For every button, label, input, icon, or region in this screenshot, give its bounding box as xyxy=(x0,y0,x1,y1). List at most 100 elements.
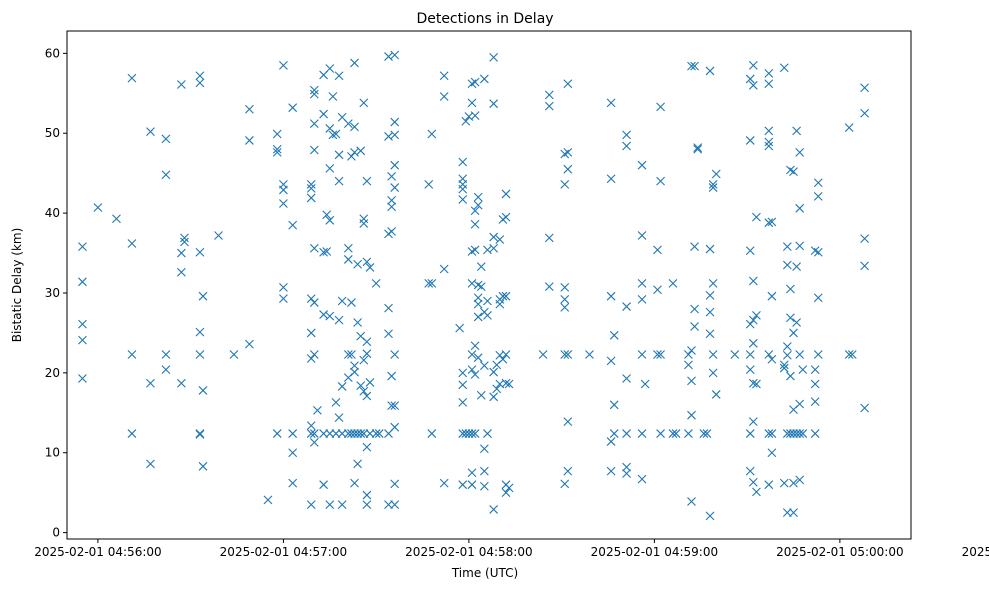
data-point xyxy=(705,307,715,317)
data-point xyxy=(622,141,631,151)
data-point xyxy=(687,61,696,71)
data-point xyxy=(470,206,480,216)
data-point xyxy=(371,279,381,288)
data-point xyxy=(789,478,798,488)
data-point xyxy=(439,264,449,274)
data-point xyxy=(390,117,400,127)
data-point xyxy=(860,83,870,93)
data-point xyxy=(93,203,103,212)
data-point xyxy=(306,429,316,438)
data-point xyxy=(798,429,808,438)
data-point xyxy=(483,429,492,438)
data-point xyxy=(782,342,792,351)
data-point xyxy=(779,63,789,73)
data-point xyxy=(455,323,465,333)
data-point xyxy=(146,127,155,137)
data-point xyxy=(748,80,758,90)
data-point xyxy=(467,480,477,490)
data-point xyxy=(782,429,792,438)
data-point xyxy=(792,262,802,272)
data-point xyxy=(288,478,298,488)
y-tick-label: 60 xyxy=(45,46,60,60)
data-point xyxy=(544,282,554,291)
data-point xyxy=(319,247,328,257)
data-point xyxy=(387,195,397,205)
data-point xyxy=(214,231,223,240)
data-point xyxy=(699,429,709,438)
data-point xyxy=(390,50,400,60)
data-point xyxy=(359,219,369,228)
data-point xyxy=(337,500,347,510)
data-point xyxy=(622,462,631,472)
data-point xyxy=(309,350,319,359)
data-point xyxy=(306,500,316,510)
data-point xyxy=(350,361,359,371)
data-point xyxy=(501,378,511,388)
data-point xyxy=(309,145,319,155)
data-point xyxy=(146,459,155,469)
plot-area xyxy=(78,50,870,521)
data-point xyxy=(544,101,554,111)
data-point xyxy=(795,399,805,409)
data-point xyxy=(161,365,171,375)
data-point xyxy=(195,247,205,257)
data-point xyxy=(792,429,802,438)
data-point xyxy=(708,368,718,378)
data-point xyxy=(78,335,87,345)
data-point xyxy=(752,310,761,320)
data-point xyxy=(656,429,665,438)
data-point xyxy=(606,98,616,108)
data-point xyxy=(687,497,696,506)
chart-title: Detections in Delay xyxy=(416,11,553,27)
data-point xyxy=(279,283,288,292)
data-point xyxy=(309,85,319,95)
data-point xyxy=(362,337,372,347)
data-point xyxy=(637,231,647,240)
data-point xyxy=(325,500,335,510)
data-point xyxy=(609,429,619,438)
data-point xyxy=(439,478,449,488)
data-point xyxy=(331,129,341,139)
y-tick-label: 0 xyxy=(52,526,60,540)
data-point xyxy=(350,122,359,132)
data-point xyxy=(319,429,328,438)
data-point xyxy=(764,137,774,147)
data-point xyxy=(343,243,353,253)
data-point xyxy=(195,429,205,439)
data-point xyxy=(161,350,171,359)
data-point xyxy=(479,74,489,84)
data-point xyxy=(708,350,718,359)
data-point xyxy=(668,429,678,438)
data-point xyxy=(390,479,400,489)
x-tick-label: 2025-02-01 05:00:00 xyxy=(776,545,903,559)
data-point xyxy=(563,148,573,157)
y-tick-label: 50 xyxy=(45,126,60,140)
data-point xyxy=(764,429,774,438)
data-point xyxy=(458,195,468,204)
data-point xyxy=(705,329,715,339)
data-point xyxy=(461,429,471,438)
data-point xyxy=(362,500,372,510)
data-point xyxy=(748,338,758,348)
data-point xyxy=(671,429,681,438)
data-point xyxy=(334,413,344,422)
data-point xyxy=(229,350,239,359)
data-point xyxy=(489,505,499,514)
data-point xyxy=(492,384,502,394)
data-point xyxy=(656,350,665,359)
data-point xyxy=(767,354,777,364)
data-point xyxy=(362,442,372,452)
data-point xyxy=(198,386,208,395)
data-point xyxy=(365,378,375,387)
y-axis-title: Bistatic Delay (km) xyxy=(10,228,24,343)
data-point xyxy=(690,61,699,71)
data-point xyxy=(387,401,397,410)
data-point xyxy=(606,437,616,446)
data-point xyxy=(78,319,87,329)
data-point xyxy=(347,429,356,438)
x-axis: 2025-02-01 04:56:00 2025-02-01 04:57:00 20… xyxy=(34,539,989,559)
data-point xyxy=(637,294,647,304)
data-point xyxy=(288,103,298,113)
data-point xyxy=(390,130,400,140)
data-point xyxy=(563,417,573,426)
